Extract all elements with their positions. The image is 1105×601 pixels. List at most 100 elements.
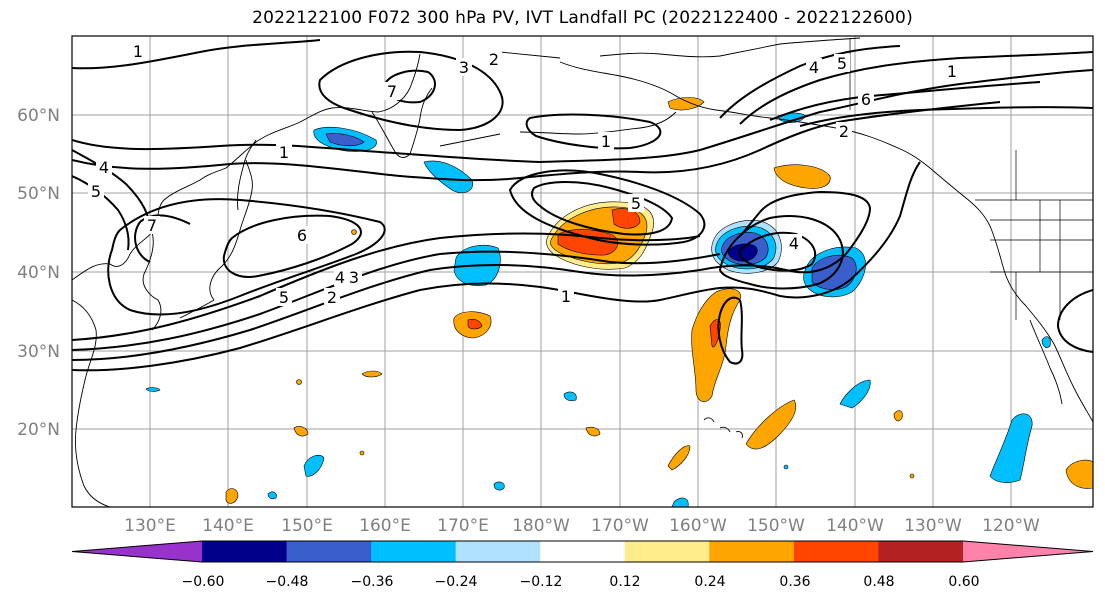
borders [849,38,1093,320]
contour-1-inner [525,113,662,150]
contour-label-5: 5 [837,54,847,73]
contour-label-4: 4 [99,158,109,177]
contour-label-5: 5 [631,194,641,213]
aleutians [439,111,677,147]
colorbar-segment [624,541,710,562]
contour-label-1: 1 [601,132,611,151]
colorbar-segment [455,541,541,562]
china-coast [72,299,111,507]
contour-left-5 [72,175,130,251]
contour-ne-4 [799,106,1093,127]
map-frame [71,35,1094,508]
contour-6-loop [222,214,362,278]
contour-7-loop [134,214,191,263]
baja [1029,319,1063,405]
map-title: 2022122100 F072 300 hPa PV, IVT Landfall… [252,8,913,28]
lon-labels: 130°E 140°E 150°E 160°E 170°E 180°W 170°… [124,516,1040,536]
contour-label-2: 2 [839,122,849,141]
colorbar-segment [878,541,964,562]
contour-ne-1 [719,45,901,119]
colorbar-tick-label: 0.24 [694,574,725,590]
contour-1-north [72,39,321,70]
contour-label-1: 1 [279,143,289,162]
lat-label: 30°N [17,342,60,362]
contour-4-gulf [738,231,817,272]
contour-label-7: 7 [147,216,157,235]
colorbar-ticks: −0.60 −0.48 −0.36 −0.24 −0.12 0.12 0.24 … [182,574,980,590]
contour-2 [72,101,1001,182]
contour-labels: 1 1 1 1 1 2 2 2 3 3 4 4 4 4 5 5 5 5 6 6 … [88,42,960,307]
lon-label: 130°W [904,516,962,536]
contour-jet-2 [72,190,872,361]
lon-label: 180°W [512,516,570,536]
colorbar-tick-label: −0.12 [520,574,563,590]
contour-right-loop [1056,289,1093,353]
lon-label: 130°E [124,516,176,536]
lon-label: 170°W [591,516,649,536]
colorbar-tick-label: 0.60 [948,574,979,590]
contour-left-4 [72,149,151,231]
contour-label-5: 5 [91,182,101,201]
contour-5-loop [107,198,386,316]
lat-labels: 60°N 50°N 40°N 30°N 20°N [17,106,60,440]
colorbar-outline [71,540,1094,563]
contour-label-3: 3 [349,268,359,287]
pv-contours [72,39,1093,372]
lon-label: 170°E [437,516,489,536]
contour-trough [717,296,744,365]
contour-label-2: 2 [327,288,337,307]
lon-label: 120°W [982,516,1040,536]
contour-label-4: 4 [809,58,819,77]
contour-label-7: 7 [387,82,397,101]
colorbar-tick-label: −0.24 [435,574,478,590]
colorbar-tick-label: 0.48 [863,574,894,590]
colorbar-segment [202,541,288,562]
lat-label: 60°N [17,106,60,126]
colorbar-tick-label: −0.60 [182,574,225,590]
lat-label: 40°N [17,263,60,283]
contour-label-6: 6 [861,90,871,109]
hawaii [703,417,743,439]
colorbar-extend-max [963,541,1093,562]
lon-label: 140°E [202,516,254,536]
contour-3 [318,50,504,132]
colorbar-segment [793,541,879,562]
colorbar-tick-label: −0.48 [266,574,309,590]
contour-ne-3 [769,81,1041,121]
korea-coast [142,231,162,331]
contour-label-4: 4 [335,268,345,287]
contour-jet-4 [72,232,701,341]
contour-3-gulf [718,215,844,290]
contour-label-1: 1 [561,287,571,306]
contour-label-2: 2 [489,50,499,69]
contour-label-3: 3 [459,58,469,77]
lon-label: 150°E [281,516,333,536]
contour-jet-1 [72,161,921,372]
colorbar-segment [709,541,795,562]
na-west-coast [929,167,1093,423]
contour-label-1: 1 [947,62,957,81]
contour-label-6: 6 [297,226,307,245]
contour-1-main [72,69,1093,164]
contour-label-1: 1 [133,42,143,61]
lat-label: 20°N [17,420,60,440]
colorbar-tick-label: 0.36 [779,574,810,590]
lat-label: 50°N [17,184,60,204]
colorbar-segment [540,541,626,562]
contour-jet-3 [72,250,721,351]
contour-label-5: 5 [279,288,289,307]
north-coast [499,37,861,59]
lon-label: 160°W [669,516,727,536]
colorbar-segment [286,541,372,562]
lon-label: 160°E [359,516,411,536]
colorbar-extend-min [72,541,202,562]
contour-label-4: 4 [789,234,799,253]
contour-4-central [531,181,674,236]
contour-5-central [508,169,706,246]
lon-label: 150°W [747,516,805,536]
lon-label: 140°W [826,516,884,536]
colorbar-segment [371,541,457,562]
colorbar-tick-label: −0.36 [351,574,394,590]
contour-ne-2 [739,51,1093,125]
